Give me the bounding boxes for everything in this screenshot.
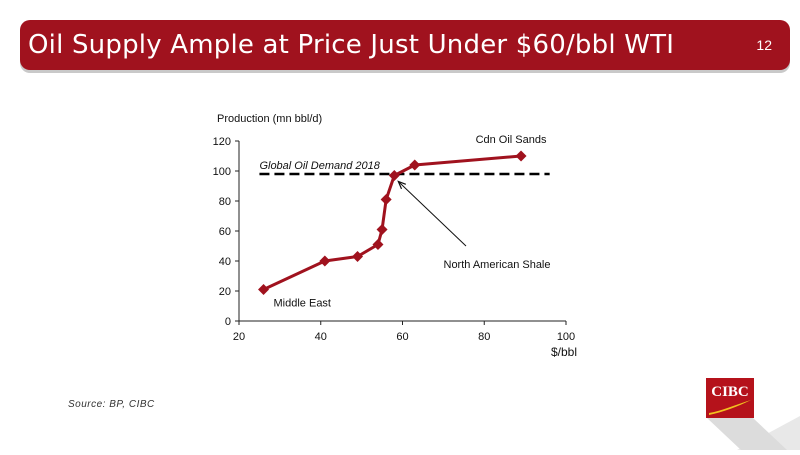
- shale-arrow-head: [397, 180, 407, 190]
- demand-reference-label: Global Oil Demand 2018: [259, 160, 380, 172]
- y-tick-label: 0: [225, 316, 231, 328]
- x-tick-label: 20: [233, 331, 245, 343]
- y-tick-label: 20: [219, 286, 231, 298]
- x-tick-label: 100: [557, 331, 575, 343]
- data-point: [352, 251, 364, 262]
- data-point: [319, 255, 331, 267]
- x-tick-label: 80: [478, 331, 490, 343]
- data-point: [380, 194, 392, 205]
- y-axis-label: Production (mn bbl/d): [217, 113, 322, 125]
- y-tick-label: 120: [213, 136, 231, 148]
- svg-text:CIBC: CIBC: [711, 384, 749, 400]
- data-point: [388, 170, 400, 181]
- data-point: [258, 284, 270, 295]
- y-tick-label: 80: [219, 196, 231, 208]
- y-tick-label: 40: [219, 256, 231, 268]
- data-point: [515, 150, 527, 162]
- annotation-cdn-oil-sands: Cdn Oil Sands: [476, 134, 547, 146]
- y-tick-label: 60: [219, 226, 231, 238]
- x-tick-label: 60: [396, 331, 408, 343]
- data-point: [409, 159, 421, 171]
- annotation-north-american-shale: North American Shale: [444, 259, 551, 271]
- annotation-middle-east: Middle East: [274, 298, 331, 310]
- y-tick-label: 100: [213, 166, 231, 178]
- source-note: Source: BP, CIBC: [68, 399, 155, 410]
- shale-arrow-line: [397, 181, 467, 247]
- cibc-logo: CIBC: [697, 376, 800, 450]
- title-bar: Oil Supply Ample at Price Just Under $60…: [20, 20, 790, 70]
- slide-title: Oil Supply Ample at Price Just Under $60…: [28, 30, 675, 60]
- x-axis-label: $/bbl: [551, 345, 577, 359]
- data-point: [376, 224, 388, 235]
- data-point: [372, 239, 384, 250]
- slide-number: 12: [756, 37, 772, 53]
- x-tick-label: 40: [315, 331, 327, 343]
